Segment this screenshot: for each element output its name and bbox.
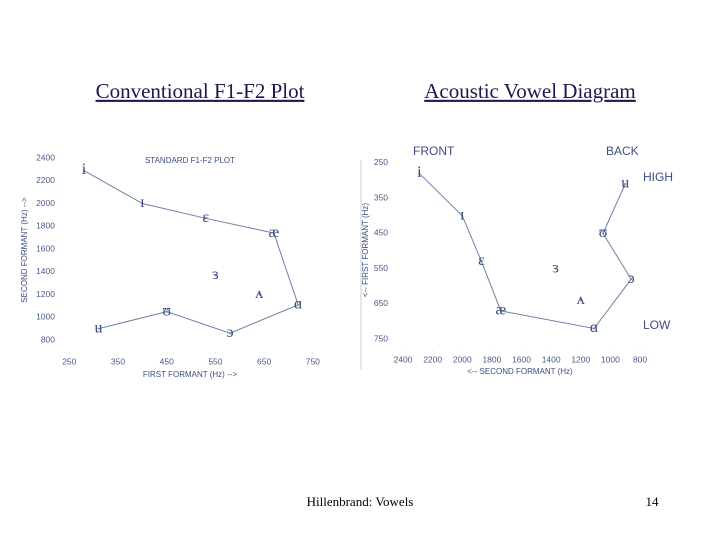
- x-tick-label: 250: [62, 356, 76, 366]
- x-tick-label: 2400: [394, 354, 413, 364]
- x-tick-label: 1200: [571, 354, 590, 364]
- vowel-label: ɜ: [552, 259, 559, 276]
- vowel-label: ɪ: [460, 206, 464, 223]
- y-tick-label: 800: [41, 334, 55, 344]
- x-tick-label: 2200: [423, 354, 442, 364]
- vowel-label: ɑ: [590, 319, 598, 336]
- annotation: LOW: [643, 318, 671, 332]
- vowel-label: ɔ: [628, 270, 635, 287]
- x-axis-label: FIRST FORMANT (Hz) -->: [143, 370, 237, 379]
- footer: Hillenbrand: Vowels: [307, 494, 414, 509]
- heading: Acoustic Vowel Diagram: [424, 79, 636, 103]
- vowel-point: [602, 232, 605, 235]
- vowel-label: ʊ: [599, 224, 608, 241]
- x-tick-label: 450: [160, 356, 174, 366]
- vowel-label: i: [82, 161, 87, 178]
- x-axis-label: <-- SECOND FORMANT (Hz): [467, 367, 573, 376]
- vowel-point: [579, 299, 582, 302]
- y-tick-label: 1200: [36, 289, 55, 299]
- y-axis-label: SECOND FORMANT (Hz) -->: [20, 197, 29, 303]
- x-tick-label: 1800: [482, 354, 501, 364]
- x-tick-label: 800: [633, 354, 647, 364]
- vowel-point: [499, 309, 502, 312]
- y-tick-label: 650: [374, 298, 388, 308]
- page-number: 14: [646, 494, 660, 509]
- vowel-label: ɔ: [226, 324, 233, 341]
- x-tick-label: 350: [111, 356, 125, 366]
- y-tick-label: 550: [374, 263, 388, 273]
- vowel-point: [204, 217, 207, 220]
- chart-title: STANDARD F1-F2 PLOT: [145, 156, 235, 165]
- vowel-line: [418, 173, 632, 330]
- vowel-point: [593, 327, 596, 330]
- vowel-point: [554, 267, 557, 270]
- vowel-point: [214, 274, 217, 277]
- annotation: HIGH: [643, 170, 673, 184]
- x-tick-label: 1000: [601, 354, 620, 364]
- vowel-point: [165, 310, 168, 313]
- y-tick-label: 250: [374, 157, 388, 167]
- vowel-line: [215, 275, 259, 294]
- y-tick-label: 2200: [36, 175, 55, 185]
- y-tick-label: 2000: [36, 198, 55, 208]
- y-tick-label: 1800: [36, 221, 55, 231]
- x-tick-label: 750: [306, 356, 320, 366]
- y-tick-label: 2400: [36, 152, 55, 162]
- vowel-point: [97, 327, 100, 330]
- vowel-label: ʊ: [162, 302, 171, 319]
- vowel-label: u: [95, 319, 103, 336]
- x-tick-label: 550: [208, 356, 222, 366]
- y-tick-label: 1600: [36, 243, 55, 253]
- vowel-point: [418, 172, 421, 175]
- x-tick-label: 650: [257, 356, 271, 366]
- vowel-point: [229, 332, 232, 335]
- annotation: FRONT: [413, 144, 455, 158]
- vowel-label: ʌ: [255, 285, 263, 302]
- vowel-point: [141, 202, 144, 205]
- y-tick-label: 1400: [36, 266, 55, 276]
- vowel-label: u: [621, 175, 629, 192]
- vowel-label: i: [417, 164, 422, 181]
- y-tick-label: 750: [374, 333, 388, 343]
- vowel-point: [480, 260, 483, 263]
- heading: Conventional F1-F2 Plot: [96, 79, 305, 103]
- vowel-point: [630, 278, 633, 281]
- x-tick-label: 1600: [512, 354, 531, 364]
- x-tick-label: 1400: [542, 354, 561, 364]
- vowel-label: ɛ: [202, 209, 209, 226]
- vowel-point: [461, 214, 464, 217]
- vowel-point: [624, 183, 627, 186]
- vowel-point: [272, 232, 275, 235]
- vowel-point: [82, 169, 85, 172]
- x-tick-label: 2000: [453, 354, 472, 364]
- vowel-label: æ: [269, 224, 280, 241]
- vowel-label: ɜ: [212, 266, 219, 283]
- vowel-label: ɑ: [294, 295, 302, 312]
- y-tick-label: 1000: [36, 312, 55, 322]
- vowel-point: [258, 293, 261, 296]
- vowel-line: [83, 170, 299, 334]
- y-tick-label: 350: [374, 192, 388, 202]
- vowel-label: ɪ: [140, 194, 144, 211]
- vowel-label: ʌ: [577, 291, 585, 308]
- annotation: BACK: [606, 144, 639, 158]
- y-axis-label: <-- FIRST FORMANT (Hz): [361, 203, 370, 297]
- vowel-label: æ: [495, 302, 506, 319]
- vowel-point: [297, 303, 300, 306]
- y-tick-label: 450: [374, 228, 388, 238]
- vowel-label: ɛ: [478, 252, 485, 269]
